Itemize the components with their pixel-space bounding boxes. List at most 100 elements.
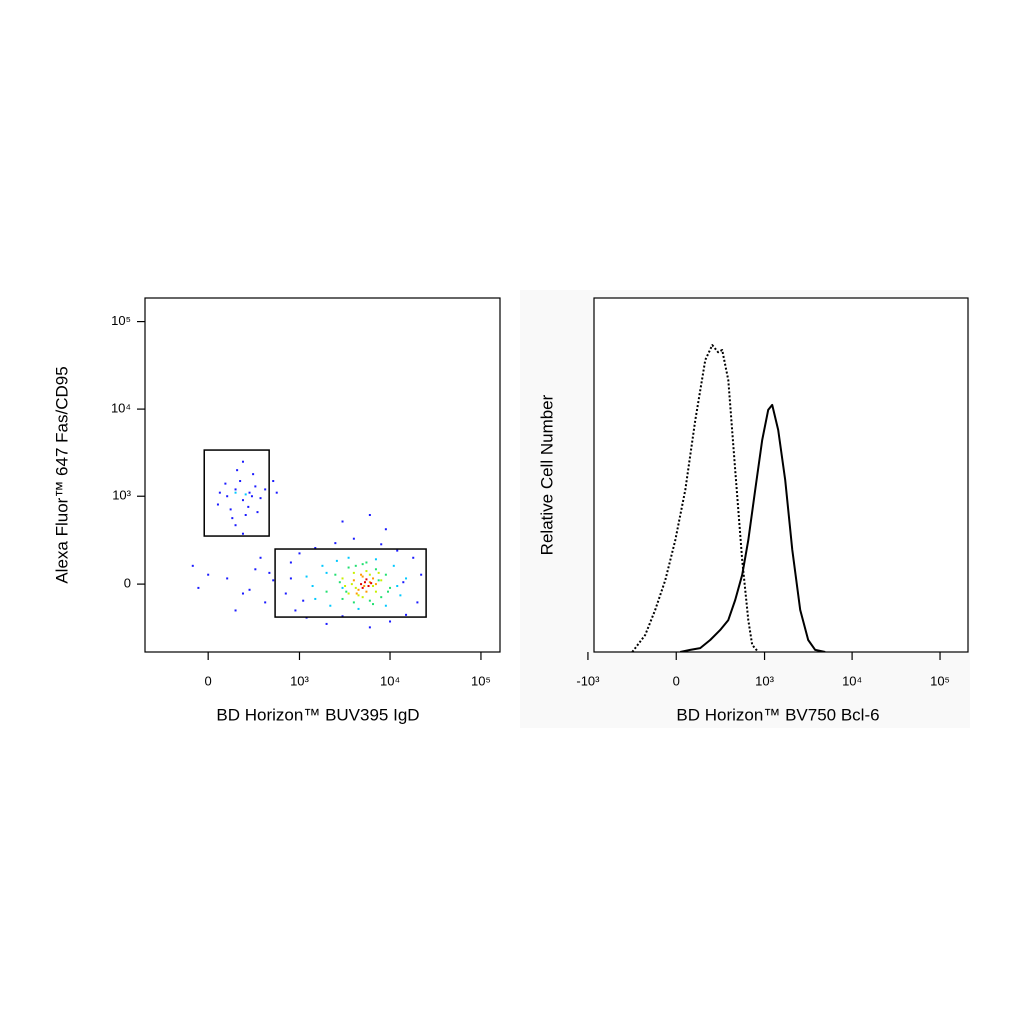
- event-dot: [268, 571, 271, 574]
- gate: [274, 548, 427, 618]
- event-dot: [368, 599, 371, 602]
- plot-panel: 0 10³ 10⁴ 10⁵ 0 10³ 10⁴ 10⁵ BD Horizon™ BUV395 I…: [52, 297, 501, 724]
- event-dot: [254, 485, 257, 488]
- event-dot: [236, 469, 239, 472]
- event-dot: [244, 493, 247, 496]
- event-dot: [374, 568, 377, 571]
- y-axis-title: Alexa Fluor™ 647 Fas/CD95: [52, 366, 71, 583]
- x-tick-label: 0: [205, 673, 212, 688]
- event-dot: [367, 585, 370, 588]
- event-dot: [352, 601, 355, 604]
- event-dot: [272, 480, 275, 483]
- histogram-line: [631, 344, 759, 652]
- event-dot: [416, 601, 419, 604]
- event-dot: [384, 604, 387, 607]
- x-tick-label: 10³: [755, 673, 774, 688]
- event-dot: [289, 561, 292, 564]
- event-dot: [365, 578, 368, 581]
- event-dot: [341, 577, 344, 580]
- event-dot: [231, 517, 234, 520]
- event-dot: [361, 586, 364, 589]
- x-tick-label: 10⁴: [380, 673, 400, 688]
- x-axis-title: BD Horizon™ BUV395 IgD: [216, 705, 419, 724]
- plot-data: [631, 344, 826, 652]
- event-dot: [405, 577, 408, 580]
- event-dot: [368, 581, 371, 584]
- event-dot: [380, 596, 383, 599]
- event-dot: [345, 590, 348, 593]
- event-dot: [254, 568, 257, 571]
- event-dot: [207, 573, 210, 576]
- event-dot: [357, 607, 360, 610]
- event-dot: [325, 590, 328, 593]
- event-dot: [387, 590, 390, 593]
- event-dot: [396, 585, 399, 588]
- x-tick-label: 10⁵: [471, 673, 491, 688]
- event-dot: [335, 559, 338, 562]
- event-dot: [354, 586, 357, 589]
- event-dot: [321, 564, 324, 567]
- event-dot: [264, 488, 267, 491]
- event-dot: [341, 586, 344, 589]
- event-dot: [402, 581, 405, 584]
- event-dot: [392, 564, 395, 567]
- event-dot: [412, 556, 415, 559]
- event-dot: [302, 599, 305, 602]
- event-dot: [347, 592, 350, 595]
- event-dot: [259, 556, 262, 559]
- x-tick-label: 10³: [290, 673, 309, 688]
- event-dot: [377, 579, 380, 582]
- event-dot: [374, 590, 377, 593]
- event-dot: [216, 503, 219, 506]
- event-dot: [244, 514, 247, 517]
- event-dot: [365, 570, 368, 573]
- x-tick-label: -10³: [576, 673, 600, 688]
- event-dot: [396, 549, 399, 552]
- event-dot: [259, 497, 262, 500]
- event-dot: [372, 603, 375, 606]
- event-dot: [264, 601, 267, 604]
- event-dot: [197, 586, 200, 589]
- event-dot: [338, 581, 341, 584]
- event-dot: [239, 480, 242, 483]
- event-dot: [389, 620, 392, 623]
- event-dot: [374, 558, 377, 561]
- plot-panel: -10³ 0 10³ 10⁴ 10⁵ BD Horizon™ BV750 Bcl-6 Rel…: [537, 297, 969, 724]
- event-dot: [368, 573, 371, 576]
- plot-frame: [593, 297, 969, 653]
- event-dot: [241, 499, 244, 502]
- event-dot: [347, 566, 350, 569]
- event-dot: [354, 564, 357, 567]
- event-dot: [234, 524, 237, 527]
- event-dot: [368, 514, 371, 517]
- gate: [203, 449, 270, 537]
- event-dot: [389, 586, 392, 589]
- event-dot: [357, 594, 360, 597]
- event-dot: [298, 552, 301, 555]
- event-dot: [380, 579, 383, 582]
- event-dot: [272, 579, 275, 582]
- event-dot: [247, 505, 250, 508]
- event-dot: [372, 577, 375, 580]
- event-dot: [365, 561, 368, 564]
- y-tick-label: 10⁴: [111, 401, 131, 416]
- event-dot: [360, 583, 363, 586]
- histogram-line: [679, 403, 826, 652]
- event-dot: [218, 491, 221, 494]
- event-dot: [289, 577, 292, 580]
- x-tick-label: 10⁴: [842, 673, 862, 688]
- event-dot: [361, 575, 364, 578]
- y-tick-label: 0: [124, 576, 131, 591]
- event-dot: [352, 579, 355, 582]
- event-dot: [334, 573, 337, 576]
- plot-data: [191, 449, 427, 629]
- event-dot: [384, 528, 387, 531]
- event-dot: [341, 520, 344, 523]
- event-dot: [241, 532, 244, 535]
- y-tick-label: 10³: [112, 488, 131, 503]
- event-dot: [344, 585, 347, 588]
- event-dot: [256, 511, 259, 514]
- event-dot: [234, 488, 237, 491]
- event-dot: [314, 597, 317, 600]
